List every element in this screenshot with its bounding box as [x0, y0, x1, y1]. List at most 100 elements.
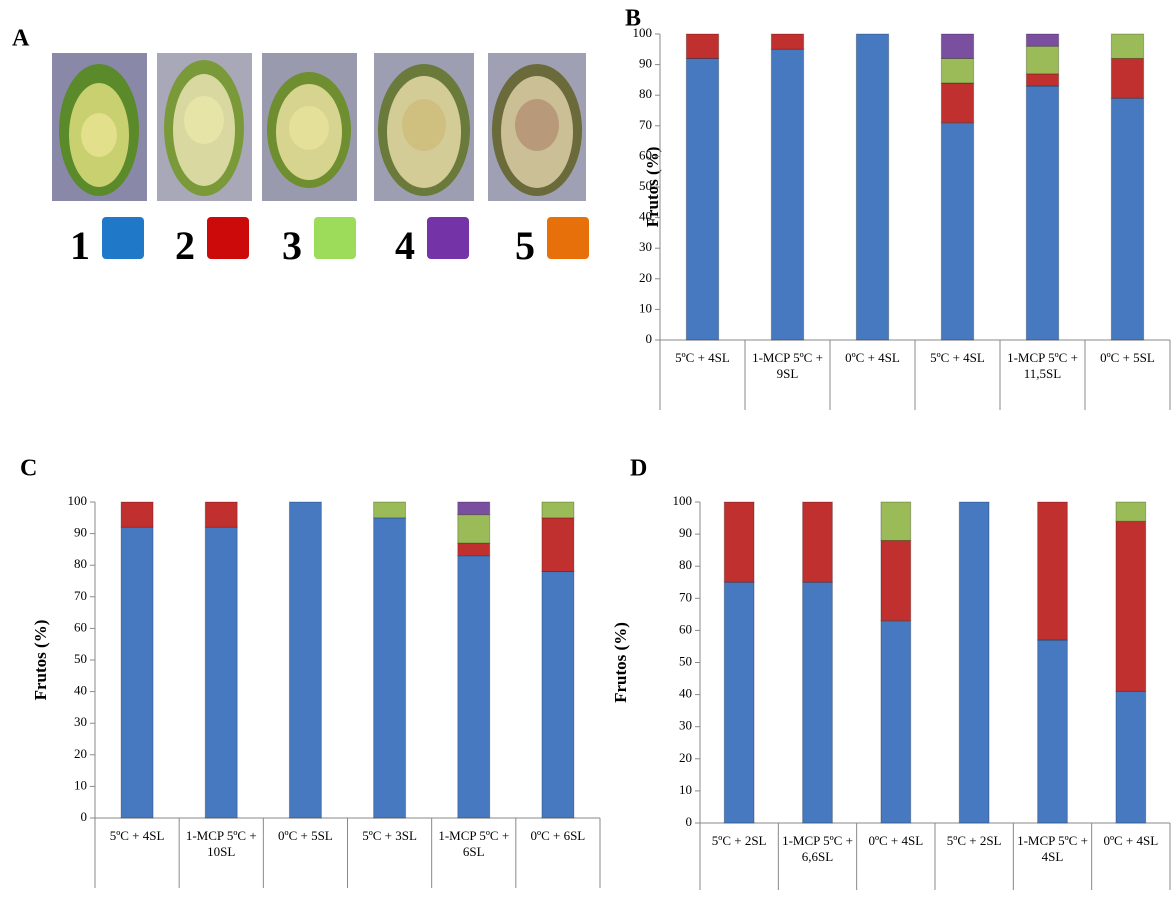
- x-tick-label-box: 0ºC + 4SL: [857, 823, 935, 890]
- bar-segment: [1116, 502, 1146, 521]
- x-tick-label: 1-MCP 5ºC + 11,5SL: [1000, 340, 1085, 382]
- y-axis-label: Frutos (%): [611, 622, 630, 703]
- bar-segment: [121, 527, 153, 818]
- bar-segment: [289, 502, 321, 818]
- x-tick-label: 0ºC + 4SL: [857, 823, 935, 849]
- x-tick-label: 0ºC + 5SL: [263, 818, 347, 844]
- y-tick-label: 30: [639, 239, 652, 254]
- x-tick-label: 5ºC + 2SL: [935, 823, 1013, 849]
- x-tick-label: 0ºC + 4SL: [1092, 823, 1170, 849]
- x-tick-label-box: 5ºC + 4SL: [915, 340, 1000, 410]
- y-tick-label: 40: [679, 686, 692, 701]
- x-tick-label: 1-MCP 5ºC + 10SL: [179, 818, 263, 860]
- bar-segment: [1038, 640, 1068, 823]
- x-tick-label-box: 0ºC + 4SL: [830, 340, 915, 410]
- y-axis-label: Frutos (%): [31, 620, 50, 701]
- legend-label: 1: [70, 223, 90, 268]
- bar-segment: [1116, 691, 1146, 823]
- x-tick-label: 0ºC + 5SL: [1085, 340, 1170, 366]
- bar-segment: [542, 518, 574, 572]
- seed: [402, 99, 446, 151]
- bar-segment: [121, 502, 153, 527]
- y-tick-label: 80: [679, 557, 692, 572]
- y-tick-label: 50: [74, 651, 87, 666]
- bar-segment: [724, 582, 754, 823]
- bar-segment: [374, 502, 406, 518]
- y-tick-label: 70: [639, 117, 652, 132]
- legend-label: 2: [175, 223, 195, 268]
- legend-label: 3: [282, 223, 302, 268]
- y-tick-label: 0: [81, 809, 88, 824]
- x-tick-label: 0ºC + 4SL: [830, 340, 915, 366]
- bar-segment: [803, 582, 833, 823]
- bar-segment: [458, 556, 490, 818]
- y-tick-label: 80: [639, 86, 652, 101]
- x-tick-label-box: 1-MCP 5ºC + 6,6SL: [778, 823, 856, 890]
- bar-segment: [881, 541, 911, 621]
- bar-segment: [1111, 98, 1143, 340]
- legend-label: 5: [515, 223, 535, 268]
- y-tick-label: 20: [639, 270, 652, 285]
- bar-segment: [1026, 34, 1058, 46]
- legend-swatch: [547, 217, 589, 259]
- x-tick-label-box: 5ºC + 2SL: [935, 823, 1013, 890]
- legend-swatch: [102, 217, 144, 259]
- x-tick-label-box: 5ºC + 3SL: [348, 818, 432, 888]
- y-tick-label: 0: [686, 814, 693, 829]
- x-tick-label-box: 1-MCP 5ºC + 10SL: [179, 818, 263, 888]
- y-tick-label: 100: [68, 493, 88, 508]
- x-tick-label: 5ºC + 4SL: [660, 340, 745, 366]
- y-tick-label: 10: [639, 300, 652, 315]
- y-tick-label: 40: [74, 683, 87, 698]
- bar-segment: [724, 502, 754, 582]
- x-tick-label-box: 1-MCP 5ºC + 11,5SL: [1000, 340, 1085, 410]
- bar-segment: [458, 543, 490, 556]
- seed: [289, 106, 329, 150]
- x-tick-label-box: 0ºC + 6SL: [516, 818, 600, 888]
- y-tick-label: 30: [679, 718, 692, 733]
- x-tick-label-box: 5ºC + 2SL: [700, 823, 778, 890]
- bar-segment: [458, 502, 490, 515]
- bar-segment: [941, 58, 973, 82]
- bar-segment: [1111, 34, 1143, 58]
- x-tick-label-box: 0ºC + 5SL: [1085, 340, 1170, 410]
- legend-swatch: [207, 217, 249, 259]
- seed: [81, 113, 117, 157]
- y-tick-label: 0: [646, 331, 653, 346]
- x-tick-label: 1-MCP 5ºC + 9SL: [745, 340, 830, 382]
- y-tick-label: 60: [679, 621, 692, 636]
- x-tick-label-box: 1-MCP 5ºC + 9SL: [745, 340, 830, 410]
- x-tick-label: 5ºC + 3SL: [348, 818, 432, 844]
- bar-segment: [1038, 502, 1068, 640]
- y-tick-label: 70: [679, 589, 692, 604]
- bar-segment: [803, 502, 833, 582]
- bar-segment: [1026, 86, 1058, 340]
- bar-segment: [959, 502, 989, 823]
- legend-swatch: [427, 217, 469, 259]
- x-tick-label: 5ºC + 2SL: [700, 823, 778, 849]
- avocado-photos: [52, 53, 586, 201]
- y-tick-label: 40: [639, 209, 652, 224]
- panel-label: C: [20, 456, 37, 482]
- bar-segment: [686, 34, 718, 58]
- seed: [184, 96, 224, 144]
- bar-segment: [941, 83, 973, 123]
- x-tick-label-box: 0ºC + 5SL: [263, 818, 347, 888]
- x-tick-label-box: 5ºC + 4SL: [95, 818, 179, 888]
- y-tick-label: 80: [74, 556, 87, 571]
- bar-segment: [881, 502, 911, 541]
- x-tick-label-box: 0ºC + 4SL: [1092, 823, 1170, 890]
- bar-segment: [686, 58, 718, 340]
- y-tick-label: 60: [74, 619, 87, 634]
- x-tick-label: 1-MCP 5ºC + 6,6SL: [778, 823, 856, 865]
- bar-segment: [856, 34, 888, 340]
- bar-segment: [458, 515, 490, 543]
- y-tick-label: 50: [679, 653, 692, 668]
- bar-segment: [205, 502, 237, 527]
- bar-segment: [1116, 521, 1146, 691]
- bar-segment: [941, 34, 973, 58]
- x-tick-label-box: 1-MCP 5ºC + 4SL: [1013, 823, 1091, 890]
- y-tick-label: 50: [639, 178, 652, 193]
- bar-segment: [542, 572, 574, 818]
- y-tick-label: 70: [74, 588, 87, 603]
